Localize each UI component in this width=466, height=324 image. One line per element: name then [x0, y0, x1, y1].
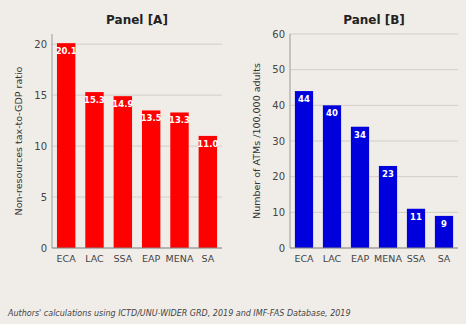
grid-line	[290, 69, 458, 70]
data-label: 40	[326, 108, 338, 118]
x-tick-label: LAC	[85, 253, 104, 264]
grid-line	[290, 248, 458, 249]
bar	[199, 136, 217, 248]
x-axis-line	[290, 248, 458, 249]
y-axis-label: Non-resources tax-to-GDP ratio	[13, 66, 24, 215]
bar	[142, 110, 160, 248]
data-label: 11.0	[197, 139, 218, 149]
bar	[57, 43, 75, 248]
x-tick-label: ECA	[294, 253, 314, 264]
grid-line	[52, 248, 222, 249]
panel-title: Panel [B]	[343, 13, 405, 27]
y-tick-label: 30	[272, 136, 285, 147]
x-tick-label: SA	[201, 253, 214, 264]
panel: Panel [B] 0 10 20 30 40 50 60 Number of ATMs /10…	[251, 13, 458, 264]
y-tick-label: 10	[34, 141, 47, 152]
y-tick-label: 0	[41, 243, 47, 254]
data-label: 13.5	[141, 113, 162, 123]
x-tick-label: SA	[438, 253, 451, 264]
grid-line	[52, 197, 222, 198]
x-tick-label: SSA	[407, 253, 426, 264]
x-tick-label: EAP	[142, 253, 161, 264]
y-axis-line	[290, 34, 291, 248]
bars	[57, 43, 217, 248]
x-tick-label: MENA	[166, 253, 194, 264]
bar	[170, 112, 188, 248]
y-tick-label: 15	[34, 90, 47, 101]
y-tick-label: 5	[41, 192, 47, 203]
bar	[379, 166, 397, 248]
y-axis-label: Number of ATMs /100,000 adults	[251, 63, 262, 219]
grid-line	[52, 44, 222, 45]
x-tick-label: MENA	[374, 253, 402, 264]
panel: Panel [A] 0 5 10 15 20 Non-resources tax-to-GD…	[13, 13, 222, 264]
grid-line	[290, 105, 458, 106]
data-label: 11	[410, 212, 422, 222]
data-label: 14.9	[112, 99, 133, 109]
bar	[85, 92, 103, 248]
y-tick-label: 40	[272, 100, 285, 111]
grid-line	[290, 176, 458, 177]
y-tick-label: 0	[279, 243, 285, 254]
y-tick-label: 10	[272, 207, 285, 218]
bar	[323, 105, 341, 248]
bar	[407, 209, 425, 248]
grid-line	[290, 141, 458, 142]
x-tick-label: LAC	[323, 253, 342, 264]
x-tick-label: ECA	[57, 253, 77, 264]
y-tick-label: 20	[34, 39, 47, 50]
footnote: Authors' calculations using ICTD/UNU-WID…	[7, 309, 351, 318]
data-label: 15.3	[84, 95, 105, 105]
bar	[351, 127, 369, 248]
bar	[295, 91, 313, 248]
bars	[295, 91, 453, 248]
bar	[114, 96, 132, 248]
bar	[435, 216, 453, 248]
y-tick-label: 50	[272, 64, 285, 75]
grid-line	[52, 95, 222, 96]
x-axis-line	[52, 248, 222, 249]
data-label: 9	[441, 219, 447, 229]
panel-title: Panel [A]	[106, 13, 168, 27]
grid-line	[290, 34, 458, 35]
y-tick-label: 20	[272, 171, 285, 182]
x-tick-label: SSA	[113, 253, 132, 264]
x-tick-label: EAP	[351, 253, 370, 264]
y-tick-label: 60	[272, 29, 285, 40]
data-label: 23	[382, 169, 394, 179]
data-label: 34	[354, 130, 366, 140]
data-label: 44	[298, 94, 310, 104]
grid-line	[290, 212, 458, 213]
data-label: 13.3	[169, 115, 190, 125]
chart: Panel [A] 0 5 10 15 20 Non-resources tax-to-GD…	[0, 0, 466, 324]
data-label: 20.1	[56, 46, 77, 56]
background	[0, 0, 466, 324]
y-axis-line	[52, 34, 53, 248]
